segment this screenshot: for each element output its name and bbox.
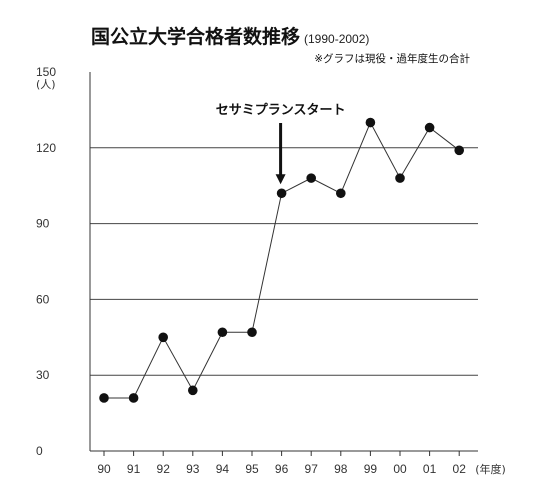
x-tick-label-95: 95	[245, 462, 259, 476]
annotation-label: セサミプランスタート	[216, 103, 346, 118]
chart-title: 国公立大学合格者数推移	[91, 26, 301, 48]
x-tick-label-02: 02	[453, 462, 467, 476]
x-tick-label-99: 99	[364, 462, 378, 476]
x-tick-label-93: 93	[186, 462, 200, 476]
chart-title-block: 国公立大学合格者数推移 (1990-2002)	[91, 22, 369, 49]
series-layer	[99, 117, 465, 403]
data-point-02	[454, 145, 465, 156]
y-tick-label-90: 90	[36, 217, 50, 231]
data-point-97	[306, 173, 317, 183]
data-point-01	[424, 122, 435, 133]
y-tick-label-30: 30	[36, 368, 50, 382]
y-tick-label-0: 0	[36, 444, 43, 458]
y-unit-label: (人)	[36, 78, 56, 91]
x-tick-label-94: 94	[216, 462, 230, 476]
y-tick-label-120: 120	[36, 141, 56, 155]
data-point-98	[336, 188, 346, 199]
annotation-layer: セサミプランスタート	[216, 103, 346, 185]
data-point-92	[158, 332, 168, 343]
x-tick-label-00: 00	[393, 462, 407, 476]
x-tick-label-98: 98	[334, 462, 348, 476]
data-point-99	[365, 117, 376, 128]
data-point-96	[276, 188, 287, 199]
data-point-94	[217, 327, 228, 338]
y-tick-label-60: 60	[36, 292, 50, 306]
y-tick-label-150: 150	[36, 65, 56, 79]
data-point-90	[99, 393, 109, 403]
chart-note: ※グラフは現役・過年度生の合計	[314, 53, 470, 65]
x-tick-label-92: 92	[157, 462, 171, 476]
grid-layer	[90, 147, 478, 376]
axis-layer: 0 30 60 90 120 150(人) 90 91 92 93 94 95 96 97 98 99 00 01…	[36, 65, 506, 476]
annotation-arrow-head	[275, 174, 286, 185]
x-tick-label-01: 01	[423, 462, 437, 476]
data-point-91	[128, 393, 139, 403]
data-point-93	[188, 385, 198, 396]
data-point-00	[395, 173, 405, 183]
x-tick-label-97: 97	[305, 462, 319, 476]
data-point-95	[247, 327, 257, 338]
x-unit-label: (年度)	[475, 462, 506, 476]
x-tick-label-96: 96	[275, 462, 289, 476]
x-tick-label-91: 91	[127, 462, 141, 476]
chart-subtitle: (1990-2002)	[304, 32, 370, 46]
x-tick-label-90: 90	[97, 462, 111, 476]
